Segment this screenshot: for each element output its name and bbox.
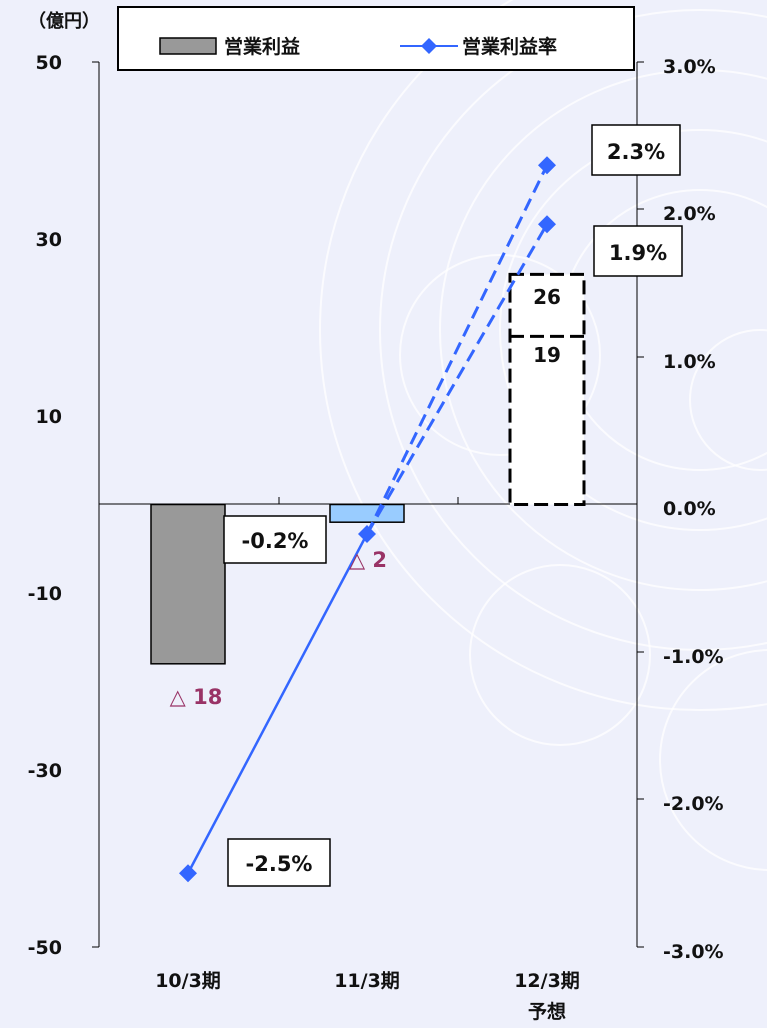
bar-label-11-3: △ 2 [349,548,387,572]
left-tick: 10 [36,406,62,428]
right-tick: 2.0% [663,203,716,225]
left-tick: -30 [28,760,62,782]
left-tick: 50 [36,52,62,74]
margin-point [179,864,197,883]
left-tick: -50 [28,937,62,959]
bar-series [150,272,586,665]
bar-label-12-3-alt: 19 [533,343,561,367]
margin-label-12-3-alt: 1.9% [609,241,667,265]
unit-label: （億円） [28,10,100,32]
right-tick: 3.0% [663,56,716,78]
margin-point [358,525,376,543]
bar-12-3-forecast [508,272,586,506]
bar-data-labels: △ 18 △ 2 26 19 [170,285,561,709]
left-tick: -10 [28,583,62,605]
bar-11-3 [329,503,405,523]
category-label: 11/3期 [334,970,400,992]
legend: 営業利益 営業利益率 [117,6,635,71]
margin-point-alt [538,215,556,234]
margin-series [179,156,556,883]
left-tick: 30 [36,229,62,251]
legend-bar-label: 営業利益 [224,35,300,58]
bar-10-3 [150,503,226,665]
right-tick: 0.0% [663,498,716,520]
category-label: 12/3期 [514,970,580,992]
background-decoration [319,0,767,871]
margin-line-segment [186,533,369,874]
right-tick: 1.0% [663,351,716,373]
bar-label-10-3: △ 18 [170,685,223,709]
right-tick: -3.0% [663,941,724,963]
category-sublabel: 予想 [528,1000,566,1023]
margin-data-labels: -0.2% -2.5% 2.3% 1.9% [223,124,683,887]
right-tick-labels: 3.0% 2.0% 1.0% 0.0% -1.0% -2.0% -3.0% [663,56,724,963]
legend-line-label: 営業利益率 [462,35,557,58]
margin-label-10-3: -2.5% [246,852,313,876]
legend-line-marker [421,38,437,54]
right-tick: -1.0% [663,646,724,668]
margin-point [538,156,556,175]
left-tick-labels: 50 30 10 -10 -30 -50 [28,52,62,959]
bar-label-12-3: 26 [533,285,561,309]
category-labels: 10/3期 11/3期 12/3期 予想 [155,970,580,1023]
legend-bar-swatch [159,37,217,55]
margin-label-12-3: 2.3% [607,140,665,164]
margin-label-11-3: -0.2% [242,529,309,553]
margin-line-forecast [365,164,549,535]
category-label: 10/3期 [155,970,221,992]
right-tick: -2.0% [663,793,724,815]
